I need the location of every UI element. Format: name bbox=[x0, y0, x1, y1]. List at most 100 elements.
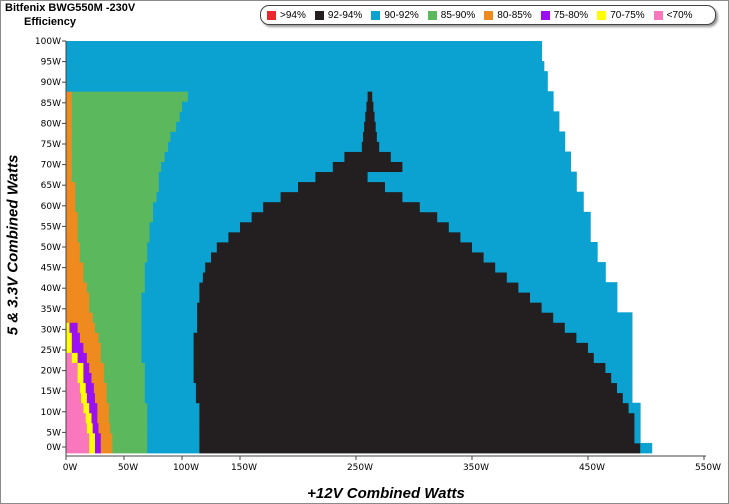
y-tick-label: 15W bbox=[41, 387, 61, 397]
legend-item: 80-85% bbox=[484, 10, 532, 21]
heatmap-cell bbox=[197, 302, 542, 313]
heatmap-cell bbox=[193, 342, 589, 353]
heatmap-cell bbox=[158, 181, 299, 193]
heatmap-cell bbox=[86, 282, 146, 293]
heatmap-cell bbox=[89, 402, 98, 414]
heatmap-cell bbox=[104, 372, 146, 384]
heatmap-cell bbox=[91, 372, 105, 384]
heatmap-cell bbox=[367, 171, 577, 183]
heatmap-cell bbox=[634, 412, 641, 424]
heatmap-cell bbox=[77, 352, 88, 363]
x-tick-label: 350W bbox=[463, 463, 489, 473]
legend-item: <70% bbox=[653, 10, 693, 21]
heatmap-cell bbox=[66, 342, 73, 353]
heatmap-cell bbox=[79, 241, 148, 253]
heatmap-cell bbox=[199, 282, 519, 293]
heatmap-cell bbox=[66, 61, 545, 72]
heatmap-cell bbox=[66, 382, 81, 394]
x-tick-label: 250W bbox=[347, 463, 373, 473]
heatmap-cell bbox=[69, 322, 78, 333]
heatmap-cell bbox=[576, 332, 633, 343]
heatmap-cell bbox=[66, 201, 76, 213]
heatmap-cell bbox=[385, 181, 577, 193]
heatmap-cell bbox=[83, 362, 90, 374]
heatmap-cell bbox=[66, 292, 90, 303]
heatmap-cell bbox=[199, 402, 629, 414]
heatmap-cell bbox=[97, 402, 110, 414]
heatmap-cell bbox=[506, 272, 606, 283]
x-axis-label: +12V Combined Watts bbox=[307, 485, 465, 502]
heatmap-cell bbox=[66, 91, 73, 102]
heatmap-cell bbox=[77, 211, 154, 223]
y-tick-label: 25W bbox=[41, 346, 61, 356]
heatmap-cell bbox=[640, 442, 653, 454]
heatmap-cell bbox=[66, 322, 70, 333]
heatmap-cell bbox=[66, 81, 548, 92]
heatmap-cell bbox=[108, 412, 148, 424]
heatmap-cell bbox=[66, 432, 90, 444]
heatmap-cell bbox=[193, 352, 595, 363]
heatmap-cell bbox=[66, 141, 73, 152]
heatmap-cell bbox=[66, 272, 84, 283]
heatmap-cell bbox=[85, 412, 92, 424]
heatmap-cell bbox=[367, 91, 373, 102]
heatmap-cell bbox=[263, 201, 421, 213]
legend-label: 85-90% bbox=[440, 9, 476, 21]
heatmap-cell bbox=[66, 231, 78, 243]
heatmap-cell bbox=[71, 332, 81, 343]
heatmap-cell bbox=[366, 101, 374, 112]
heatmap-cell bbox=[83, 262, 146, 273]
heatmap-cell bbox=[66, 442, 90, 454]
heatmap-cell bbox=[89, 362, 105, 374]
heatmap-cell bbox=[193, 362, 606, 374]
legend-label: 75-80% bbox=[553, 9, 589, 21]
y-tick-label: 85W bbox=[41, 99, 61, 109]
heatmap-cell bbox=[66, 412, 87, 424]
heatmap-cell bbox=[66, 131, 73, 142]
heatmap-cell bbox=[611, 372, 633, 384]
heatmap-cell bbox=[112, 442, 148, 454]
heatmap-cell bbox=[79, 382, 87, 394]
heatmap-cell bbox=[530, 292, 618, 303]
heatmap-cell bbox=[605, 362, 633, 374]
heatmap-cell bbox=[71, 131, 171, 142]
heatmap-cell bbox=[66, 252, 81, 263]
heatmap-cell bbox=[66, 121, 73, 132]
legend-swatch bbox=[371, 10, 381, 20]
heatmap-cell bbox=[66, 402, 84, 414]
heatmap-cell bbox=[144, 372, 194, 384]
heatmap-cell bbox=[390, 151, 571, 162]
heatmap-cell bbox=[110, 422, 148, 434]
heatmap-cell bbox=[156, 191, 281, 203]
heatmap-cell bbox=[81, 392, 88, 404]
y-tick-label: 70W bbox=[41, 161, 61, 171]
heatmap-cell bbox=[66, 51, 542, 62]
x-tick-label: 550W bbox=[695, 463, 721, 473]
y-tick-label: 50W bbox=[41, 243, 61, 253]
heatmap-cell bbox=[332, 161, 403, 173]
heatmap-cell bbox=[66, 332, 73, 343]
heatmap-cell bbox=[622, 392, 633, 404]
heatmap-cell bbox=[66, 241, 81, 253]
heatmap-cell bbox=[361, 141, 380, 152]
heatmap-cell bbox=[199, 412, 635, 424]
heatmap-cell bbox=[106, 382, 146, 394]
heatmap-cell bbox=[83, 342, 102, 353]
legend-label: 90-92% bbox=[384, 9, 419, 21]
legend-label: >94% bbox=[280, 9, 306, 21]
heatmap-cell bbox=[375, 121, 560, 132]
heatmap-cell bbox=[362, 131, 378, 142]
heatmap-cell bbox=[66, 211, 78, 223]
heatmap-cell bbox=[298, 181, 386, 193]
heatmap-cell bbox=[66, 282, 88, 293]
heatmap-cell bbox=[71, 342, 84, 353]
y-tick-label: 65W bbox=[41, 181, 61, 191]
heatmap-cell bbox=[374, 111, 560, 122]
heatmap-cell bbox=[170, 131, 364, 142]
heatmap-cell bbox=[195, 382, 618, 394]
heatmap-cell bbox=[205, 262, 496, 273]
heatmap-cell bbox=[402, 191, 584, 203]
x-tick-label: 0W bbox=[63, 463, 78, 473]
heatmap-cell bbox=[100, 342, 142, 353]
heatmap-cell bbox=[495, 262, 606, 273]
